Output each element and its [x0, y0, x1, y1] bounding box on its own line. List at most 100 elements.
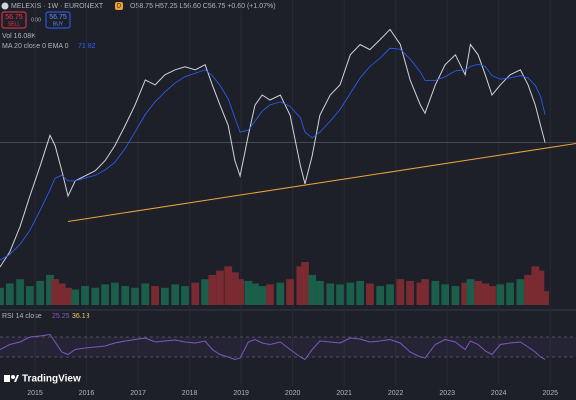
x-tick-label: 2023 [439, 390, 455, 397]
volume-bar [451, 286, 460, 305]
badge [115, 2, 123, 10]
volume-bar [57, 283, 66, 305]
volume-bar [46, 274, 54, 305]
x-tick-label: 2021 [336, 390, 352, 397]
volume-bar [201, 279, 209, 305]
volume-bar [64, 287, 72, 305]
volume-bar [474, 280, 482, 305]
volume-bar [356, 280, 364, 305]
volume-bar [91, 287, 100, 305]
x-tick-label: 2025 [542, 390, 558, 397]
x-tick-label: 2019 [233, 390, 249, 397]
x-tick-label: 2024 [491, 390, 507, 397]
volume-bar [336, 284, 344, 305]
volume-bar [386, 284, 394, 305]
rsi-ma-value: 36.13 [72, 313, 90, 320]
volume-bar [161, 287, 169, 305]
volume-bar [101, 284, 109, 305]
buy-button[interactable] [45, 11, 71, 29]
volume-bar [208, 274, 217, 305]
volume-bar [236, 279, 244, 305]
x-tick-label: 2020 [285, 390, 301, 397]
symbol: MELEXIS · 1W · EURONEXT [11, 3, 104, 10]
volume-bar [276, 282, 285, 305]
volume-bar [181, 286, 189, 305]
volume-bar [376, 286, 385, 305]
volume-bar [431, 280, 440, 305]
volume-bar [396, 279, 405, 305]
volume-bar [416, 282, 425, 305]
spread: 0.00 [31, 17, 41, 23]
volume-bar [111, 282, 119, 305]
ohlc: O58.75 H57.25 L56.60 C56.75 +0.60 (+1.07… [130, 3, 276, 10]
volume-label: Vol 16.08K [2, 33, 36, 40]
volume-bar [536, 270, 545, 305]
volume-bar [0, 287, 4, 305]
volume-bar [231, 272, 239, 305]
volume-bar [346, 282, 355, 305]
x-tick-label: 2018 [182, 390, 198, 397]
logo [4, 375, 19, 382]
volume-bar [286, 279, 294, 305]
volume-bar [151, 286, 159, 305]
volume-bar [466, 279, 475, 305]
volume-bar [266, 284, 274, 305]
volume-bar [51, 279, 59, 305]
trendline [67, 143, 576, 222]
volume-bar [5, 283, 14, 305]
ema-line [0, 47, 546, 261]
volume-bar [191, 282, 200, 305]
rsi-value: 25.25 [52, 313, 70, 320]
volume-bar [488, 286, 496, 305]
sell-button[interactable] [1, 11, 27, 29]
rsi-line [0, 333, 546, 361]
volume-bar [366, 283, 374, 305]
badge-text: D [117, 4, 122, 10]
volume-bar [81, 286, 89, 305]
rsi-band [0, 337, 576, 357]
volume-bar [141, 283, 150, 305]
volume-bar [258, 286, 267, 305]
volume-bar [26, 286, 34, 305]
volume-bar [524, 274, 532, 305]
volume-bar [71, 289, 80, 305]
volume-bar [301, 262, 309, 305]
x-tick-label: 2016 [79, 390, 95, 397]
volume-bar [16, 279, 24, 305]
buy-price: 56.75 [49, 14, 67, 21]
volume-bar [296, 266, 305, 305]
symbol-icon [1, 2, 9, 10]
volume-bar [36, 280, 45, 305]
volume-bar [461, 282, 470, 305]
sell-label: SELL [8, 21, 20, 27]
x-tick-label: 2017 [130, 390, 146, 397]
sell-price: 56.75 [5, 14, 23, 21]
volume-bar [421, 279, 429, 305]
volume-bar [506, 282, 514, 305]
price-line-series [0, 28, 546, 268]
x-tick-label: 2015 [27, 390, 43, 397]
volume-bar [531, 266, 540, 305]
volume-bar [481, 283, 490, 305]
x-tick-label: 2022 [388, 390, 404, 397]
buy-label: BUY [53, 21, 64, 27]
volume-bar [224, 266, 233, 305]
volume-bar [316, 280, 324, 305]
volume-bar [121, 286, 130, 305]
volume-bar [541, 291, 549, 305]
volume-bar [216, 270, 224, 305]
volume-bar [308, 274, 317, 305]
volume-bar [251, 283, 259, 305]
volume-bar [441, 284, 450, 305]
volume-bar [496, 284, 505, 305]
brand: TradingView [22, 374, 81, 385]
volume-bar [516, 279, 525, 305]
rsi-label: RSI 14 close [2, 313, 42, 320]
volume-bar [131, 287, 139, 305]
volume-bar [171, 284, 180, 305]
volume-bar [406, 280, 414, 305]
volume-bar [244, 280, 253, 305]
